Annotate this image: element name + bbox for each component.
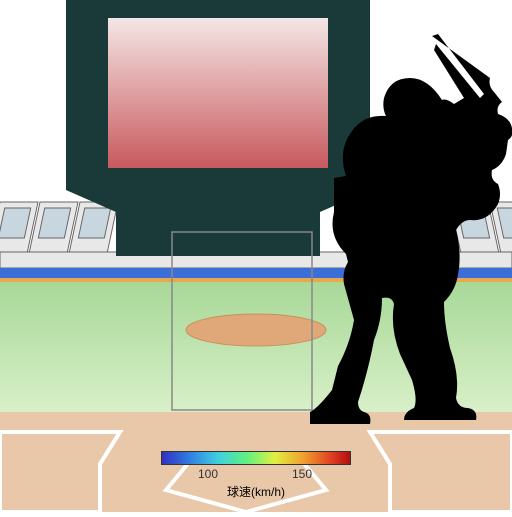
baseball-scene: 100 150 球速(km/h) xyxy=(0,0,512,512)
legend-gradient-bar xyxy=(161,451,351,465)
scoreboard-base xyxy=(116,182,320,256)
legend-tick: 150 xyxy=(292,467,312,481)
legend-label: 球速(km/h) xyxy=(161,483,351,500)
pitchers-mound xyxy=(186,314,326,346)
scoreboard-screen xyxy=(108,18,328,168)
legend-ticks: 100 150 xyxy=(161,467,349,481)
speed-legend: 100 150 球速(km/h) xyxy=(161,451,351,500)
scene-svg xyxy=(0,0,512,512)
legend-tick: 100 xyxy=(198,467,218,481)
